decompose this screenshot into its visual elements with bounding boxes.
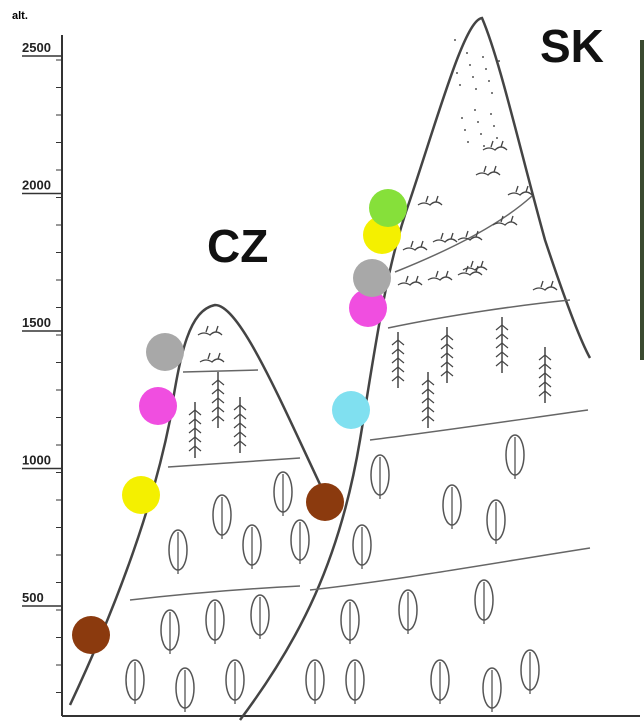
marker [139, 387, 177, 425]
shrub [476, 166, 500, 175]
marker [146, 333, 184, 371]
shrub [483, 141, 507, 150]
shrub [200, 353, 224, 362]
altitude-diagram: alt. 2500 2000 1500 1000 500 CZ SK [0, 0, 644, 723]
rock-dot [483, 145, 485, 147]
rock-dot [459, 84, 461, 86]
rock-dot [496, 137, 498, 139]
zone-line [130, 586, 300, 600]
rock-dot [493, 125, 495, 127]
zone-line [168, 458, 300, 467]
rock-dot [472, 76, 474, 78]
vegetation [126, 39, 557, 712]
marker [353, 259, 391, 297]
zone-line [395, 196, 532, 272]
axis-ticks: 2500 2000 1500 1000 500 [22, 40, 62, 693]
tick-label: 1500 [22, 315, 51, 330]
rock-dot [490, 113, 492, 115]
zone-line [310, 548, 590, 590]
sk-label: SK [540, 20, 604, 72]
shrub [428, 271, 452, 280]
marker [332, 391, 370, 429]
zone-line [370, 410, 588, 440]
rock-dot [488, 80, 490, 82]
rock-dot [474, 109, 476, 111]
rock-dot [482, 56, 484, 58]
marker [306, 483, 344, 521]
rock-dot [498, 60, 500, 62]
rock-dot [485, 68, 487, 70]
zone-line [388, 300, 570, 328]
rock-dot [475, 88, 477, 90]
rock-dot [469, 64, 471, 66]
marker [72, 616, 110, 654]
rock-dot [466, 52, 468, 54]
shrub [403, 241, 427, 250]
rock-dot [456, 72, 458, 74]
shrub [533, 281, 557, 290]
rock-dot [454, 39, 456, 41]
shrub [198, 326, 222, 335]
marker [122, 476, 160, 514]
tick-label: 1000 [22, 453, 51, 468]
photo-edge [640, 40, 644, 360]
marker [369, 189, 407, 227]
shrub [433, 233, 457, 242]
rock-dot [467, 141, 469, 143]
axis-label: alt. [12, 10, 28, 22]
tick-label: 500 [22, 590, 44, 605]
rock-dot [464, 129, 466, 131]
shrub [398, 276, 422, 285]
tick-label: 2500 [22, 40, 51, 55]
cz-label: CZ [207, 220, 268, 272]
shrub [418, 196, 442, 205]
tick-label: 2000 [22, 178, 51, 193]
rock-dot [477, 121, 479, 123]
rock-dot [491, 92, 493, 94]
rock-dot [480, 133, 482, 135]
zone-line [183, 370, 258, 372]
shrub [508, 186, 532, 195]
rock-dot [461, 117, 463, 119]
